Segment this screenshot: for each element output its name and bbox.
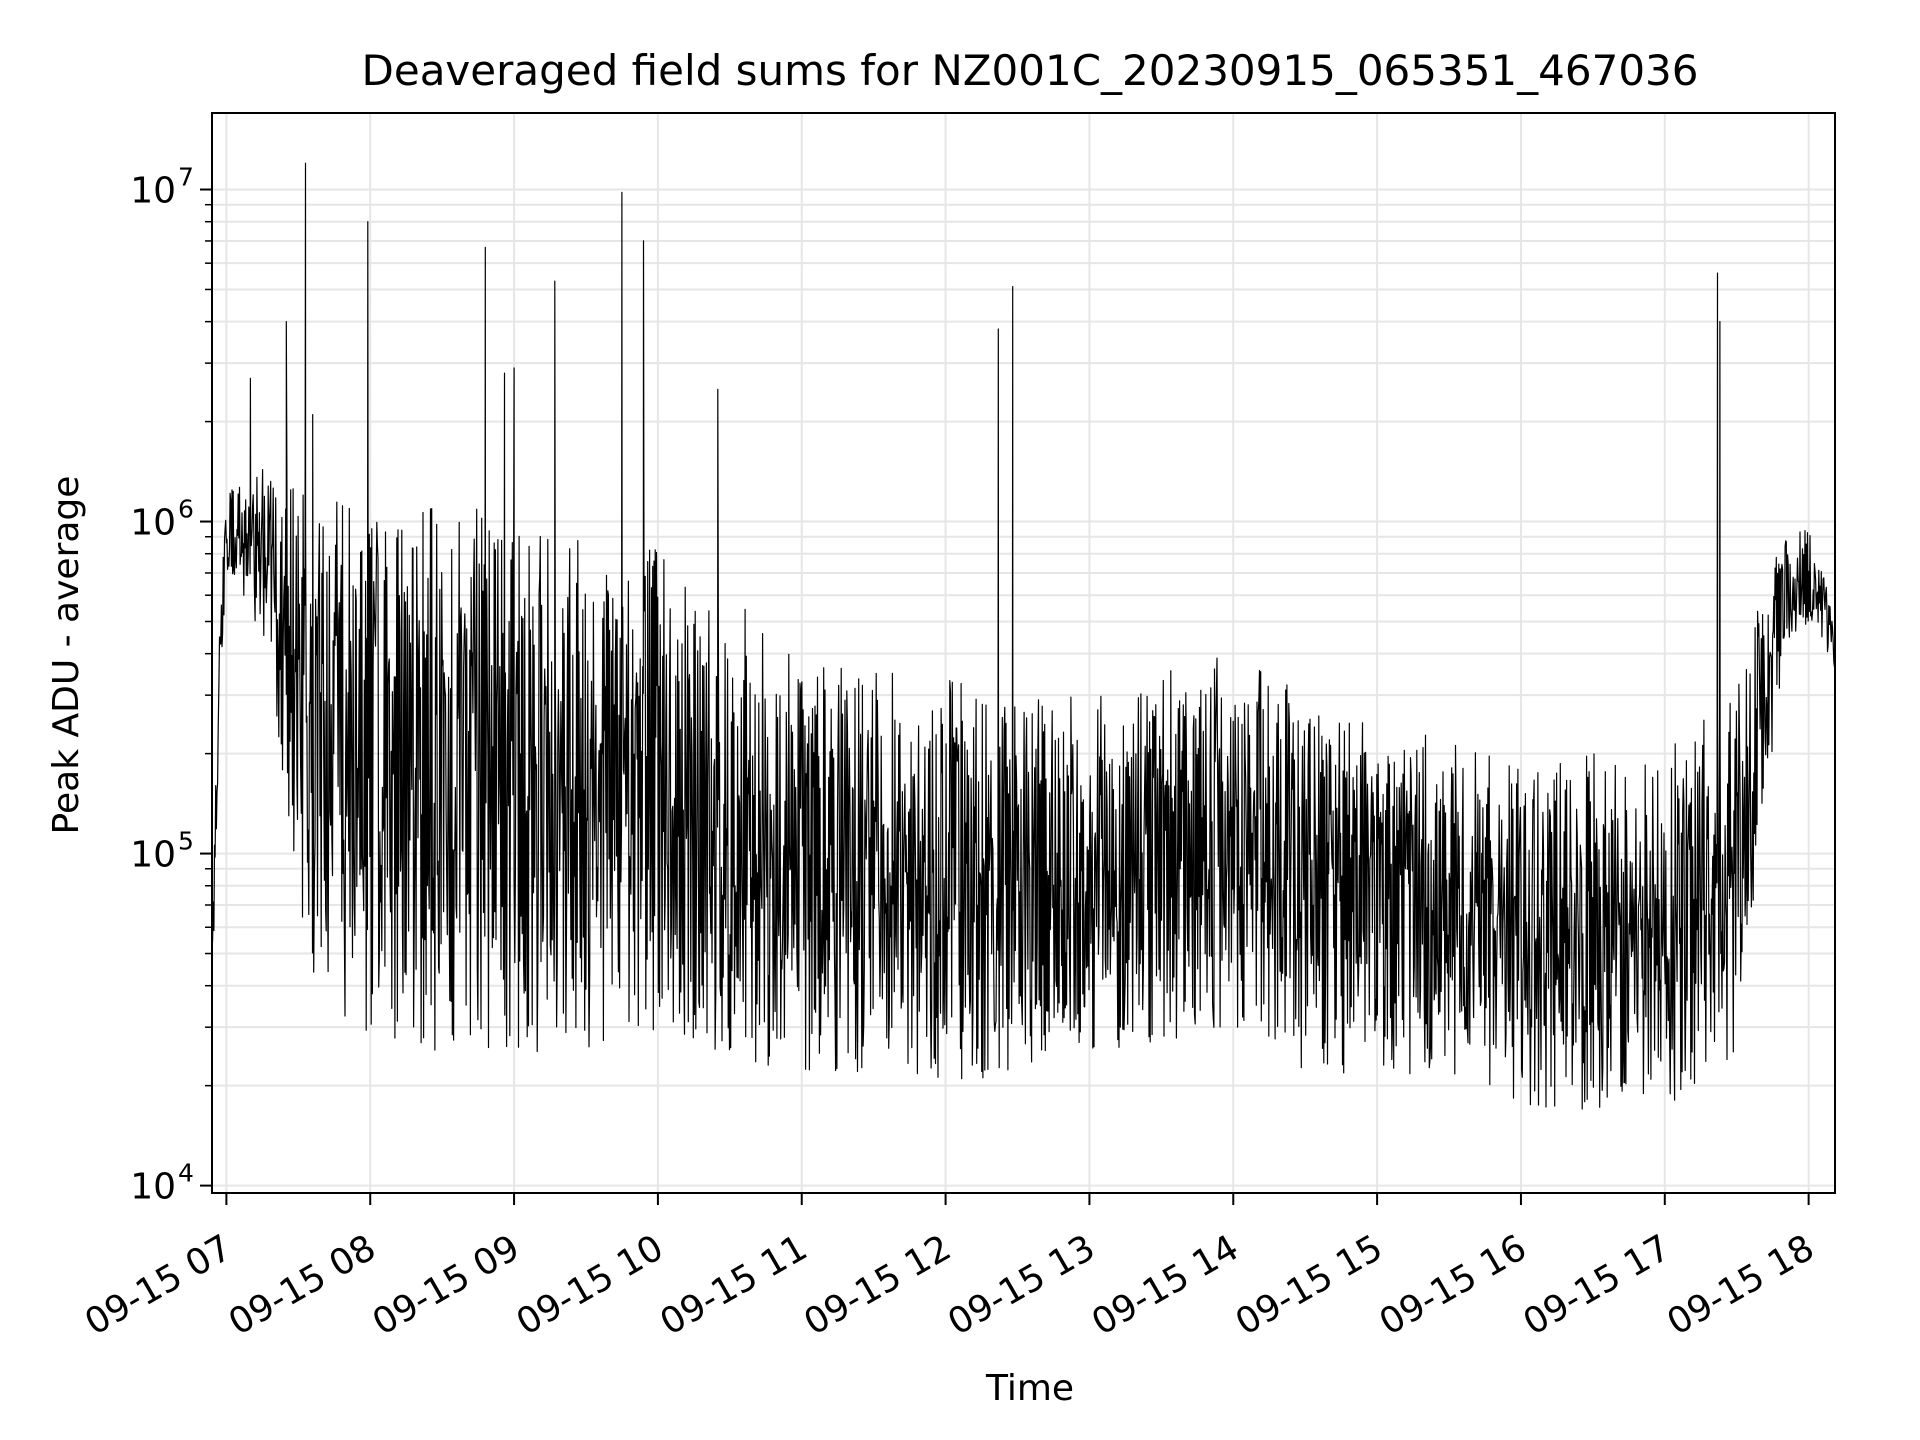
y-tick-label-exponent: 6 <box>178 495 194 524</box>
x-axis-label: Time <box>985 1368 1074 1409</box>
y-tick-label-exponent: 5 <box>178 827 194 856</box>
y-tick-label: 10 <box>130 835 176 876</box>
y-tick-label: 10 <box>130 171 176 212</box>
chart-title: Deaveraged field sums for NZ001C_2023091… <box>362 46 1699 95</box>
series-line <box>212 162 1835 1110</box>
y-tick-label-exponent: 7 <box>178 163 194 192</box>
y-tick-label: 10 <box>130 503 176 544</box>
y-tick-label-exponent: 4 <box>178 1159 194 1188</box>
y-tick-label: 10 <box>130 1167 176 1208</box>
y-axis-label: Peak ADU - average <box>46 476 87 835</box>
series-trace <box>212 162 1835 1110</box>
